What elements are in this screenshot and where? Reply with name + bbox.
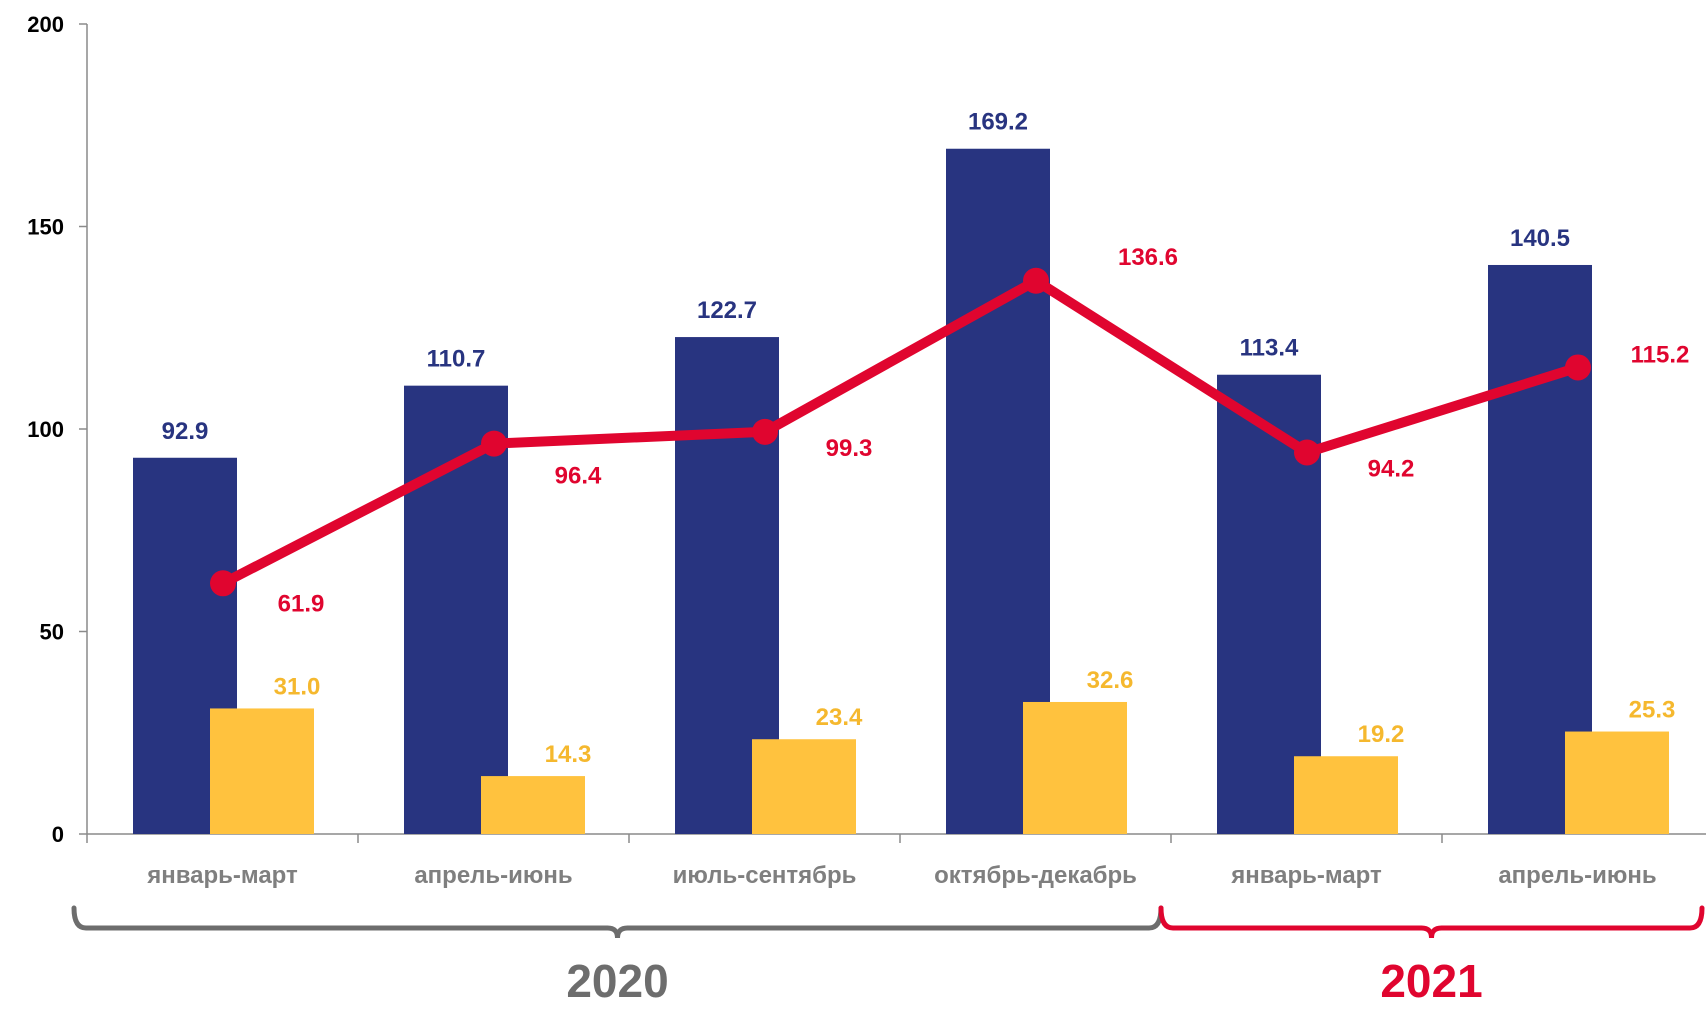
bar-series2 <box>1023 702 1127 834</box>
data-label-series1: 122.7 <box>697 297 757 324</box>
data-label-series2: 23.4 <box>816 704 863 731</box>
y-tick-label: 100 <box>27 417 64 442</box>
line-point <box>752 419 778 445</box>
y-tick-label: 150 <box>27 215 64 240</box>
data-label-series3: 136.6 <box>1118 244 1178 271</box>
year-groups: 2020 2021 <box>74 908 1702 1007</box>
line-point <box>1565 354 1591 380</box>
data-label-series2: 25.3 <box>1629 697 1676 724</box>
year-bracket <box>1161 908 1702 938</box>
data-label-series3: 99.3 <box>826 435 873 462</box>
bar-series2 <box>1565 732 1669 834</box>
data-label-series2: 14.3 <box>545 741 592 768</box>
year-bracket <box>74 908 1161 938</box>
bar-series2 <box>210 708 314 834</box>
x-tick-label: июль-сентябрь <box>673 862 857 889</box>
line-point <box>1023 268 1049 294</box>
line-point <box>1294 439 1320 465</box>
bar-series2 <box>1294 756 1398 834</box>
data-label-series1: 92.9 <box>162 418 209 445</box>
data-label-series2: 31.0 <box>274 673 321 700</box>
data-label-series1: 140.5 <box>1510 225 1570 252</box>
data-label-series3: 96.4 <box>555 463 602 490</box>
data-label-series3: 61.9 <box>278 590 325 617</box>
x-tick-label: январь-март <box>146 862 298 889</box>
data-label-series3: 115.2 <box>1631 341 1690 368</box>
y-tick-label: 200 <box>27 12 64 37</box>
y-tick-label: 50 <box>40 620 64 645</box>
x-tick-label: январь-март <box>1230 862 1382 889</box>
data-label-series2: 19.2 <box>1358 721 1405 748</box>
year-label: 2020 <box>566 955 668 1007</box>
data-label-series1: 113.4 <box>1240 335 1299 362</box>
x-tick-label: апрель-июнь <box>414 862 572 889</box>
data-label-series2: 32.6 <box>1087 667 1134 694</box>
y-tick-label: 0 <box>52 822 64 847</box>
line-point <box>210 570 236 596</box>
data-label-series1: 110.7 <box>427 346 486 373</box>
data-label-series1: 169.2 <box>968 109 1028 136</box>
x-tick-label: апрель-июнь <box>1498 862 1656 889</box>
bars <box>133 149 1669 834</box>
bar-series2 <box>752 739 856 834</box>
data-labels: 92.9 31.0 110.7 14.3 122.7 23.4 169.2 32.6 113.4… <box>162 109 1690 768</box>
year-label: 2021 <box>1380 955 1482 1007</box>
x-tick-label: октябрь-декабрь <box>934 862 1137 889</box>
data-label-series3: 94.2 <box>1368 455 1415 482</box>
line-point <box>481 431 507 457</box>
bar-series2 <box>481 776 585 834</box>
